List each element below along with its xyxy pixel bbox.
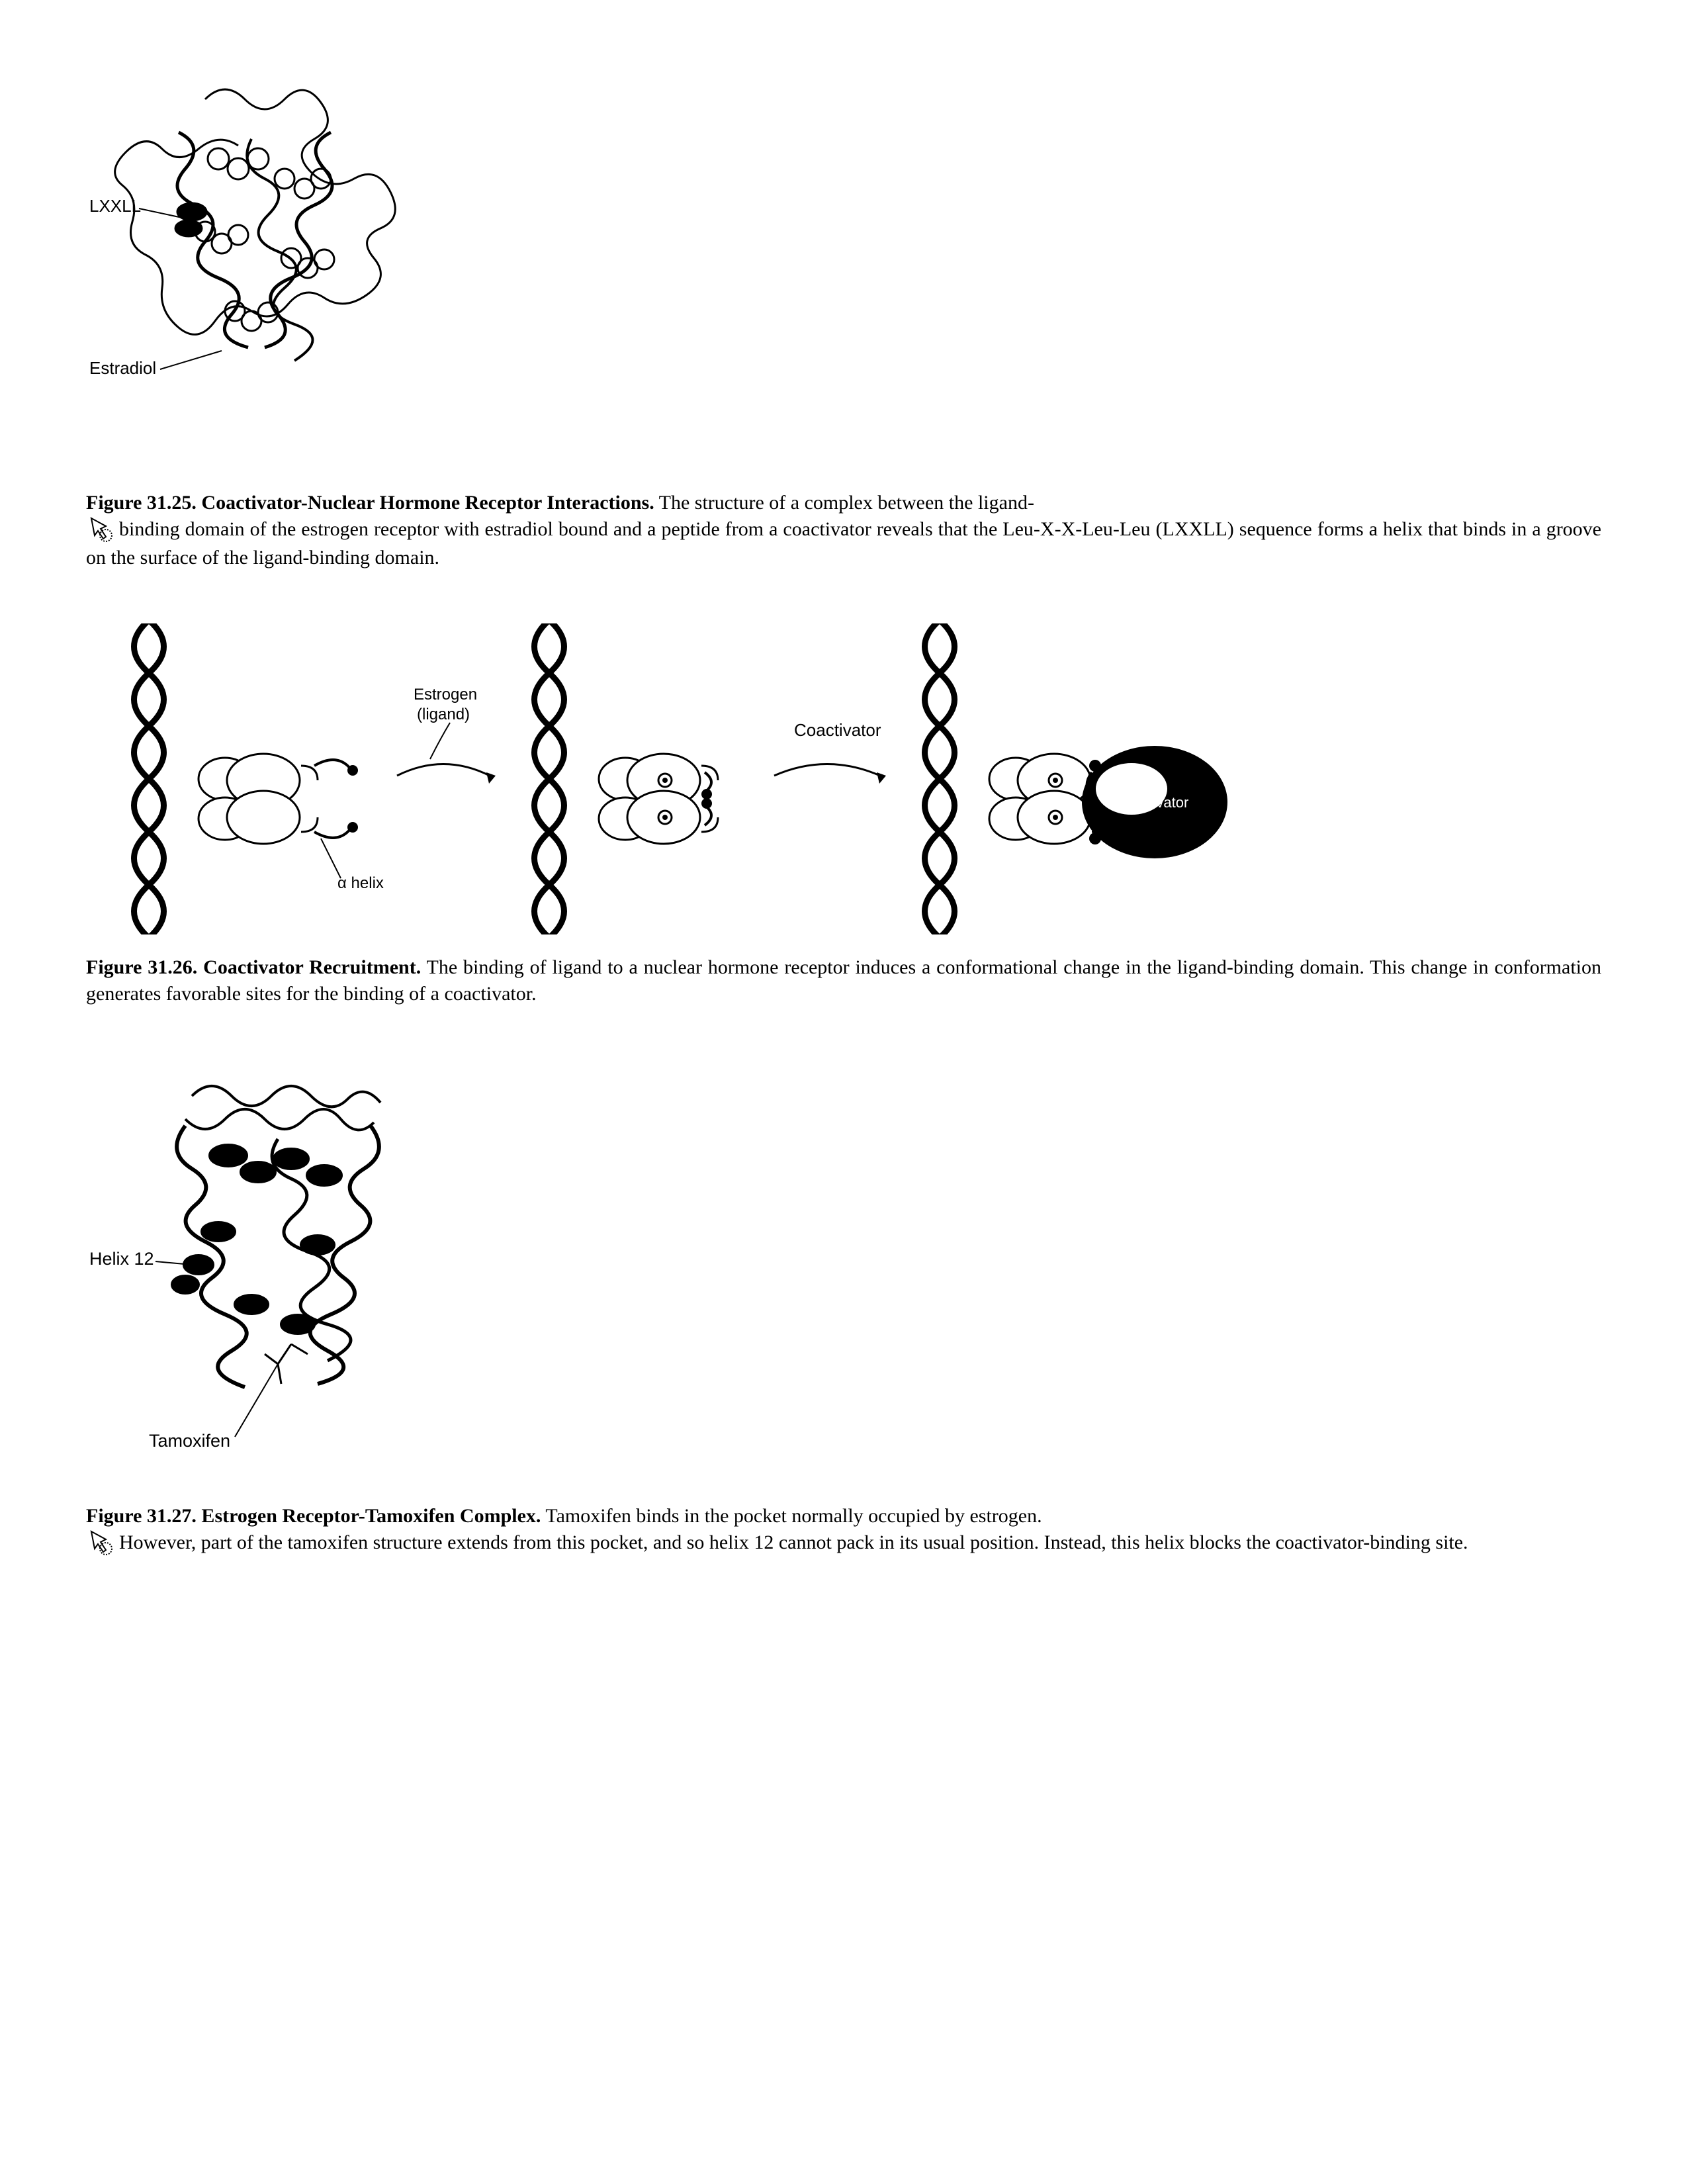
label-helix12: Helix 12 — [89, 1249, 154, 1269]
recruitment-sequence-svg: α helix Estrogen (ligand) Coactivator — [86, 623, 1264, 934]
label-lxxll: LXXLL — [89, 196, 141, 216]
caption-title: Figure 31.26. Coactivator Recruitment. — [86, 956, 421, 978]
mouse-icon — [86, 1527, 116, 1558]
label-estradiol: Estradiol — [89, 358, 156, 378]
figure-31-27: Helix 12 Tamoxifen Figure 31.27. Estroge… — [86, 1060, 1602, 1558]
protein-ribbon-svg: LXXLL Estradiol — [86, 73, 430, 470]
label-coactivator-blob: Coactivator — [1115, 794, 1188, 811]
figure-31-25-caption: Figure 31.25. Coactivator-Nuclear Hormon… — [86, 490, 1601, 570]
caption-body-line2: However, part of the tamoxifen structure… — [119, 1531, 1468, 1553]
label-alpha-helix: α helix — [337, 874, 384, 892]
label-ligand: (ligand) — [417, 705, 470, 723]
caption-body-line1: The structure of a complex between the l… — [654, 492, 1034, 514]
caption-body-line2: binding domain of the estrogen receptor … — [86, 518, 1601, 569]
label-estrogen: Estrogen — [414, 686, 477, 704]
figure-31-26: α helix Estrogen (ligand) Coactivator — [86, 623, 1602, 1007]
caption-body-line1: Tamoxifen binds in the pocket normally o… — [541, 1505, 1042, 1527]
label-coactivator-arrow: Coactivator — [794, 720, 881, 740]
figure-31-26-image: α helix Estrogen (ligand) Coactivator — [86, 623, 1602, 934]
figure-31-26-caption: Figure 31.26. Coactivator Recruitment. T… — [86, 954, 1601, 1007]
figure-31-25-image: LXXLL Estradiol — [86, 73, 1602, 470]
tamoxifen-complex-svg: Helix 12 Tamoxifen — [86, 1060, 457, 1483]
figure-31-27-caption: Figure 31.27. Estrogen Receptor-Tamoxife… — [86, 1503, 1601, 1558]
figure-31-25: LXXLL Estradiol Figure 31.25. Coactivato… — [86, 73, 1602, 570]
caption-title: Figure 31.27. Estrogen Receptor-Tamoxife… — [86, 1505, 541, 1527]
mouse-icon — [86, 514, 116, 545]
label-tamoxifen: Tamoxifen — [149, 1431, 230, 1451]
figure-31-27-image: Helix 12 Tamoxifen — [86, 1060, 1602, 1483]
caption-title: Figure 31.25. Coactivator-Nuclear Hormon… — [86, 492, 654, 514]
